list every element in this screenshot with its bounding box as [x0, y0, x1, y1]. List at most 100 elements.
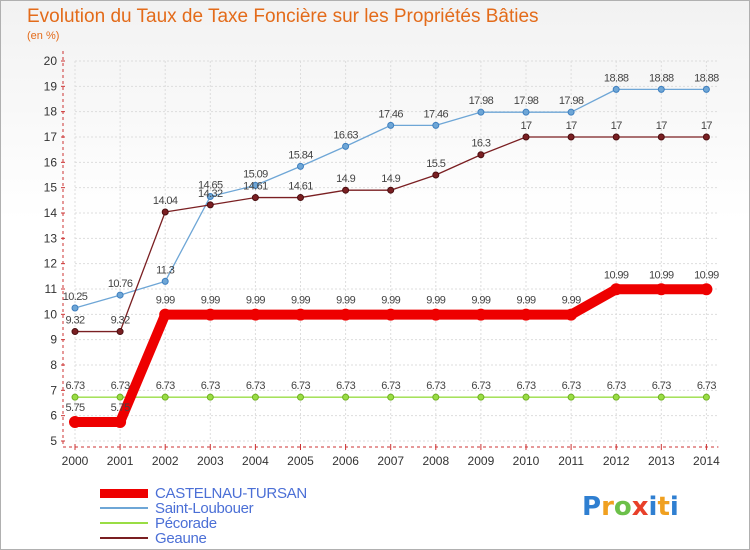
data-point-saint-loubouer: [71, 304, 79, 312]
data-point-castelnau-tursan: [655, 283, 668, 296]
data-label-castelnau-tursan: 9.99: [291, 295, 310, 307]
y-tick-label: 18: [44, 105, 58, 119]
y-tick-label: 13: [44, 231, 58, 245]
data-label-castelnau-tursan: 9.99: [201, 295, 220, 307]
data-point-geaune: [116, 328, 124, 336]
data-point-saint-loubouer: [657, 85, 665, 93]
data-label-p-corade: 6.73: [426, 380, 445, 392]
y-tick-label: 17: [44, 130, 58, 144]
data-point-geaune: [567, 133, 575, 141]
data-point-saint-loubouer: [342, 142, 350, 150]
x-tick-label: 2014: [693, 454, 720, 468]
data-label-castelnau-tursan: 9.99: [381, 295, 400, 307]
data-point-castelnau-tursan: [429, 308, 442, 321]
x-tick-label: 2007: [377, 454, 404, 468]
data-label-castelnau-tursan: 5.75: [65, 402, 84, 414]
data-point-geaune: [161, 208, 169, 216]
data-point-saint-loubouer: [567, 108, 575, 116]
data-label-geaune: 14.61: [288, 181, 313, 193]
data-label-castelnau-tursan: 9.99: [562, 295, 581, 307]
data-label-castelnau-tursan: 9.99: [516, 295, 535, 307]
legend-swatch: [100, 522, 148, 524]
data-label-geaune: 14.04: [153, 195, 178, 207]
data-point-saint-loubouer: [116, 291, 124, 299]
data-label-geaune: 17: [520, 120, 532, 132]
proxiti-logo: Proxiti: [582, 492, 679, 522]
data-label-layer: 5.75 5.75 9.99 9.99 9.99 9.99 9.99 9.99 9.99 9.99…: [63, 72, 720, 414]
data-label-castelnau-tursan: 9.99: [336, 295, 355, 307]
data-label-p-corade: 6.73: [516, 380, 535, 392]
data-label-geaune: 14.32: [198, 188, 223, 200]
series-layer: [69, 85, 713, 428]
data-label-saint-loubouer: 17.98: [469, 95, 494, 107]
data-point-castelnau-tursan: [565, 308, 578, 321]
data-label-saint-loubouer: 18.88: [604, 72, 629, 84]
data-label-p-corade: 6.73: [471, 380, 490, 392]
legend-swatch: [100, 489, 148, 498]
data-point-castelnau-tursan: [69, 416, 81, 428]
data-point-castelnau-tursan: [474, 308, 487, 321]
y-tick-label: 12: [44, 257, 58, 271]
data-point-p-corade: [206, 393, 214, 401]
y-tick-label: 10: [44, 307, 58, 321]
data-label-castelnau-tursan: 10.99: [604, 269, 629, 281]
legend-label: Pécorade: [155, 515, 217, 532]
data-point-saint-loubouer: [477, 108, 485, 116]
data-label-saint-loubouer: 10.25: [63, 291, 88, 303]
data-label-p-corade: 6.73: [156, 380, 175, 392]
data-label-p-corade: 6.73: [562, 380, 581, 392]
data-point-castelnau-tursan: [610, 283, 623, 296]
data-point-geaune: [702, 133, 710, 141]
data-label-saint-loubouer: 10.76: [108, 278, 133, 290]
x-tick-label: 2005: [287, 454, 314, 468]
data-label-castelnau-tursan: 9.99: [471, 295, 490, 307]
data-label-castelnau-tursan: 9.99: [156, 295, 175, 307]
x-tick-label: 2009: [468, 454, 495, 468]
y-tick-label: 6: [50, 409, 57, 423]
data-point-geaune: [612, 133, 620, 141]
x-tick-label: 2004: [242, 454, 269, 468]
data-point-geaune: [657, 133, 665, 141]
data-label-saint-loubouer: 15.84: [288, 149, 313, 161]
data-point-castelnau-tursan: [159, 308, 172, 321]
data-point-p-corade: [161, 393, 169, 401]
data-point-saint-loubouer: [161, 277, 169, 285]
data-label-geaune: 9.32: [111, 315, 130, 327]
x-tick-label: 2013: [648, 454, 675, 468]
data-point-geaune: [477, 151, 485, 159]
data-label-p-corade: 6.73: [246, 380, 265, 392]
data-point-castelnau-tursan: [700, 283, 713, 296]
data-point-p-corade: [342, 393, 350, 401]
x-tick-label: 2010: [513, 454, 540, 468]
data-label-geaune: 15.5: [426, 158, 445, 170]
data-point-p-corade: [477, 393, 485, 401]
data-label-saint-loubouer: 18.88: [694, 72, 719, 84]
x-tick-label: 2000: [62, 454, 89, 468]
data-point-p-corade: [432, 393, 440, 401]
chart-title: Evolution du Taux de Taxe Foncière sur l…: [27, 6, 539, 27]
data-label-saint-loubouer: 14.65: [198, 180, 223, 192]
y-tick-label: 7: [50, 383, 57, 397]
data-point-geaune: [522, 133, 530, 141]
data-point-saint-loubouer: [206, 193, 214, 201]
legend-swatch: [100, 537, 148, 539]
data-label-geaune: 17: [611, 120, 623, 132]
data-label-p-corade: 6.73: [111, 380, 130, 392]
data-label-saint-loubouer: 17.46: [424, 108, 449, 120]
y-tick-label: 11: [45, 282, 58, 296]
y-tick-label: 9: [50, 333, 57, 347]
y-tick-label: 16: [44, 155, 58, 169]
y-tick-label: 19: [44, 79, 58, 93]
legend-label: Geaune: [155, 530, 207, 547]
x-tick-label: 2003: [197, 454, 224, 468]
data-point-saint-loubouer: [297, 162, 304, 170]
x-tick-label: 2012: [603, 454, 630, 468]
y-tick-label: 14: [44, 206, 58, 220]
data-label-castelnau-tursan: 9.99: [426, 295, 445, 307]
data-point-p-corade: [702, 393, 710, 401]
data-label-geaune: 9.32: [65, 315, 84, 327]
data-point-castelnau-tursan: [520, 308, 532, 321]
data-point-castelnau-tursan: [204, 308, 217, 321]
